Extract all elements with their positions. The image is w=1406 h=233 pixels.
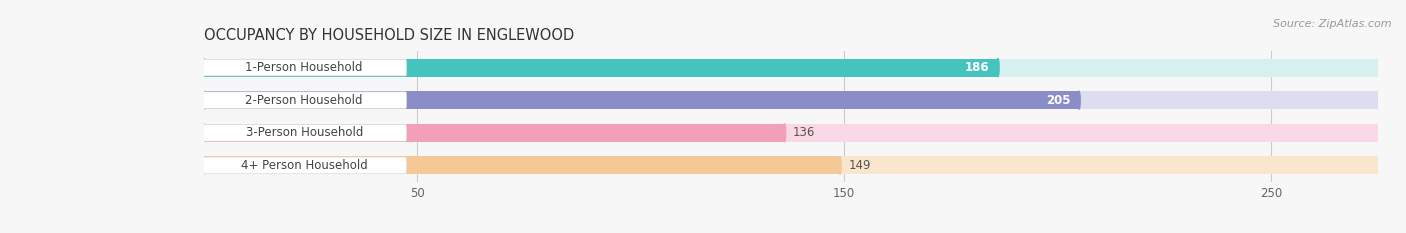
Circle shape bbox=[783, 124, 786, 142]
Text: 186: 186 bbox=[965, 61, 990, 74]
Text: 205: 205 bbox=[1046, 94, 1070, 107]
Circle shape bbox=[202, 124, 205, 142]
Bar bbox=[204, 91, 1378, 109]
Circle shape bbox=[997, 58, 1000, 76]
FancyBboxPatch shape bbox=[201, 157, 406, 174]
Text: 136: 136 bbox=[793, 126, 815, 139]
Circle shape bbox=[1376, 157, 1379, 174]
Text: 1-Person Household: 1-Person Household bbox=[246, 61, 363, 74]
Circle shape bbox=[1376, 58, 1379, 76]
Bar bbox=[204, 91, 1078, 109]
Circle shape bbox=[202, 91, 205, 109]
Text: OCCUPANCY BY HOUSEHOLD SIZE IN ENGLEWOOD: OCCUPANCY BY HOUSEHOLD SIZE IN ENGLEWOOD bbox=[204, 28, 574, 43]
Text: 4+ Person Household: 4+ Person Household bbox=[240, 159, 367, 172]
Circle shape bbox=[202, 157, 205, 174]
Circle shape bbox=[202, 91, 205, 109]
FancyBboxPatch shape bbox=[201, 59, 406, 76]
Circle shape bbox=[1376, 91, 1379, 109]
Circle shape bbox=[839, 157, 841, 174]
Bar bbox=[204, 124, 785, 142]
Bar bbox=[204, 59, 998, 76]
Circle shape bbox=[1376, 124, 1379, 142]
Text: 3-Person Household: 3-Person Household bbox=[246, 126, 363, 139]
FancyBboxPatch shape bbox=[201, 124, 406, 141]
FancyBboxPatch shape bbox=[201, 92, 406, 109]
Text: Source: ZipAtlas.com: Source: ZipAtlas.com bbox=[1274, 19, 1392, 29]
Text: 149: 149 bbox=[848, 159, 870, 172]
Circle shape bbox=[1078, 91, 1080, 109]
Circle shape bbox=[202, 157, 205, 174]
Bar bbox=[204, 157, 839, 174]
Bar bbox=[204, 124, 1378, 142]
Circle shape bbox=[202, 124, 205, 142]
Bar bbox=[204, 157, 1378, 174]
Text: 2-Person Household: 2-Person Household bbox=[246, 94, 363, 107]
Circle shape bbox=[202, 58, 205, 76]
Bar bbox=[204, 59, 1378, 76]
Circle shape bbox=[202, 58, 205, 76]
